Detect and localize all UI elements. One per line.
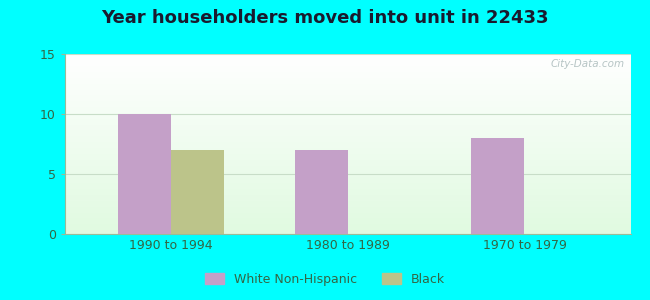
Legend: White Non-Hispanic, Black: White Non-Hispanic, Black — [200, 268, 450, 291]
Bar — [294, 150, 348, 234]
Bar — [118, 114, 171, 234]
Bar — [471, 138, 525, 234]
Text: City-Data.com: City-Data.com — [551, 59, 625, 69]
Text: Year householders moved into unit in 22433: Year householders moved into unit in 224… — [101, 9, 549, 27]
Bar — [171, 150, 224, 234]
